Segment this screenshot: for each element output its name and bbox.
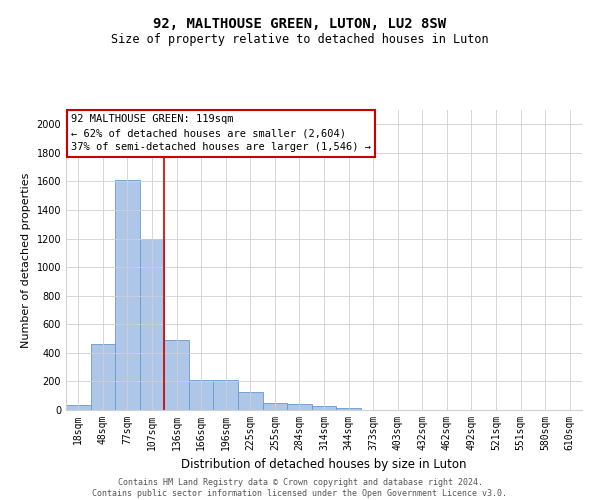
Bar xyxy=(336,408,361,410)
Bar xyxy=(115,180,140,410)
X-axis label: Distribution of detached houses by size in Luton: Distribution of detached houses by size … xyxy=(181,458,467,471)
Y-axis label: Number of detached properties: Number of detached properties xyxy=(21,172,31,348)
Bar xyxy=(238,392,263,410)
Text: 92, MALTHOUSE GREEN, LUTON, LU2 8SW: 92, MALTHOUSE GREEN, LUTON, LU2 8SW xyxy=(154,18,446,32)
Bar xyxy=(312,406,336,410)
Bar xyxy=(263,403,287,410)
Bar xyxy=(189,380,214,410)
Text: Contains HM Land Registry data © Crown copyright and database right 2024.
Contai: Contains HM Land Registry data © Crown c… xyxy=(92,478,508,498)
Text: 92 MALTHOUSE GREEN: 119sqm
← 62% of detached houses are smaller (2,604)
37% of s: 92 MALTHOUSE GREEN: 119sqm ← 62% of deta… xyxy=(71,114,371,152)
Bar xyxy=(164,340,189,410)
Bar xyxy=(91,344,115,410)
Bar xyxy=(140,238,164,410)
Text: Size of property relative to detached houses in Luton: Size of property relative to detached ho… xyxy=(111,32,489,46)
Bar xyxy=(66,405,91,410)
Bar xyxy=(214,380,238,410)
Bar xyxy=(287,404,312,410)
